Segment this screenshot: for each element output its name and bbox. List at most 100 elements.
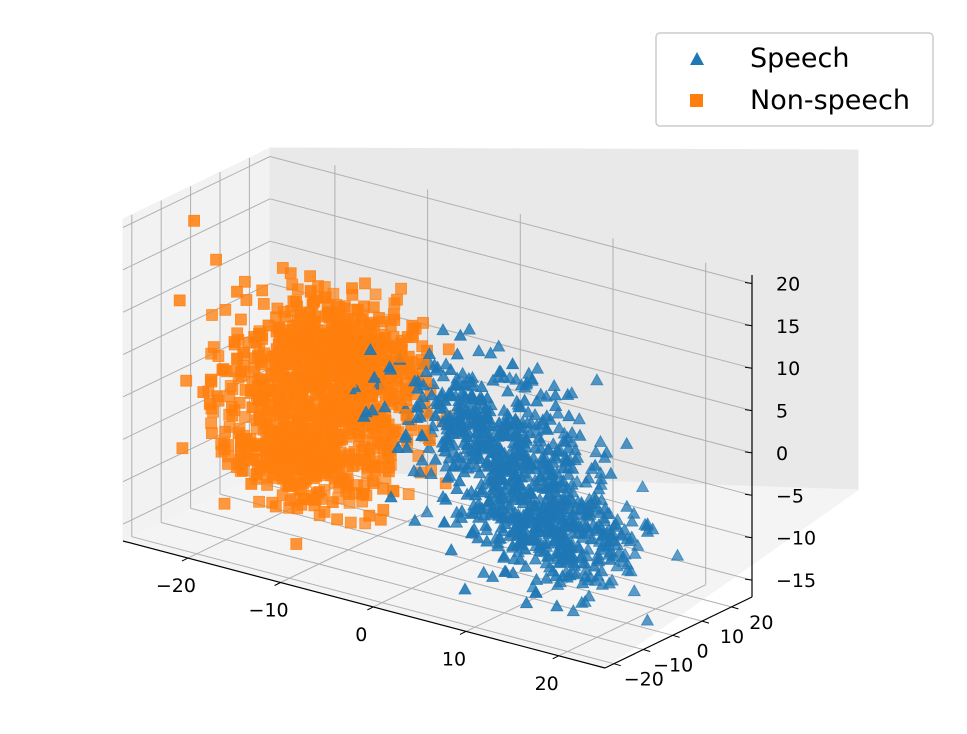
non-speech-point [390,380,403,392]
z-tick-label: −5 [776,485,804,507]
non-speech-point [319,412,332,425]
non-speech-point [357,488,370,500]
speech-point [472,501,486,514]
speech-point [472,433,486,446]
non-speech-point [219,425,232,438]
non-speech-point [188,214,201,227]
speech-point [518,380,532,393]
non-speech-point [306,298,319,311]
non-speech-point [369,288,382,301]
speech-point [367,370,381,383]
speech-point [450,481,464,495]
data-points [173,214,685,626]
non-speech-point [259,418,272,430]
speech-point [450,347,465,360]
speech-point [408,513,422,526]
speech-point [546,564,560,577]
non-speech-point [387,435,400,448]
z-tick-label: 15 [776,316,800,338]
non-speech-point [225,400,238,413]
speech-point [591,568,605,581]
z-grid-back [269,156,753,284]
non-speech-point [287,421,300,434]
speech-point [458,582,472,595]
non-speech-point [381,339,393,352]
speech-point [408,374,422,387]
non-speech-point [391,293,403,306]
speech-point [566,517,580,530]
speech-point [501,477,515,490]
y-tick-label: 10 [720,626,744,648]
axis-lines [122,275,753,669]
non-speech-point [305,371,318,384]
non-speech-point [302,398,315,411]
non-speech-point [254,353,267,366]
non-speech-point [338,302,351,315]
speech-point [575,530,589,543]
speech-point [670,548,685,561]
speech-point [540,409,554,422]
non-speech-point [282,358,295,370]
non-speech-point [317,376,330,389]
x-tick-label: 0 [355,624,367,646]
speech-point [514,492,528,506]
speech-point [581,471,596,484]
speech-point [567,556,581,569]
speech-point [365,403,379,416]
non-speech-point [386,393,399,406]
non-speech-point [336,433,349,445]
non-speech-point [331,513,344,526]
speech-point [456,395,470,409]
non-speech-point [205,417,218,430]
speech-point [477,437,491,450]
speech-point [490,453,505,466]
speech-point [492,415,506,429]
non-speech-point [400,408,413,421]
y-grid-floor [190,507,673,636]
speech-point [576,576,590,589]
non-speech-point [387,308,400,321]
speech-point [497,550,511,563]
y-grid-floor [219,493,703,622]
speech-point [499,564,513,577]
non-speech-point [382,465,395,478]
x-tick-label: 10 [442,648,466,670]
speech-point [578,520,592,533]
non-speech-point [300,472,313,485]
speech-point [433,400,447,413]
speech-point [444,421,458,435]
x-tick-mark [367,606,374,611]
speech-point [479,409,493,422]
non-speech-point [284,446,297,459]
speech-point [604,528,618,541]
non-speech-point [326,496,339,509]
y-tick-mark [643,649,651,652]
speech-point [603,552,618,565]
speech-point [575,595,589,608]
speech-point [582,589,596,602]
non-speech-point [322,307,335,320]
speech-point [441,430,455,443]
non-speech-point [277,411,290,424]
z-tick-label: −15 [776,570,816,592]
z-tick-mark [744,409,753,412]
speech-point [452,412,467,425]
speech-point [391,440,405,454]
non-speech-point [266,444,279,457]
non-speech-point [304,270,317,283]
non-speech-point [297,493,310,506]
non-speech-point [309,310,322,323]
speech-point [551,406,565,419]
legend: Speech Non-speech [655,32,934,127]
speech-point [558,494,572,507]
speech-point [509,372,523,385]
speech-point [599,445,614,458]
speech-point [562,467,576,480]
y-tick-label: 20 [749,612,773,634]
x-axis-line [122,540,606,669]
speech-point [428,452,443,465]
non-speech-point [321,330,334,343]
non-speech-point [210,253,223,266]
